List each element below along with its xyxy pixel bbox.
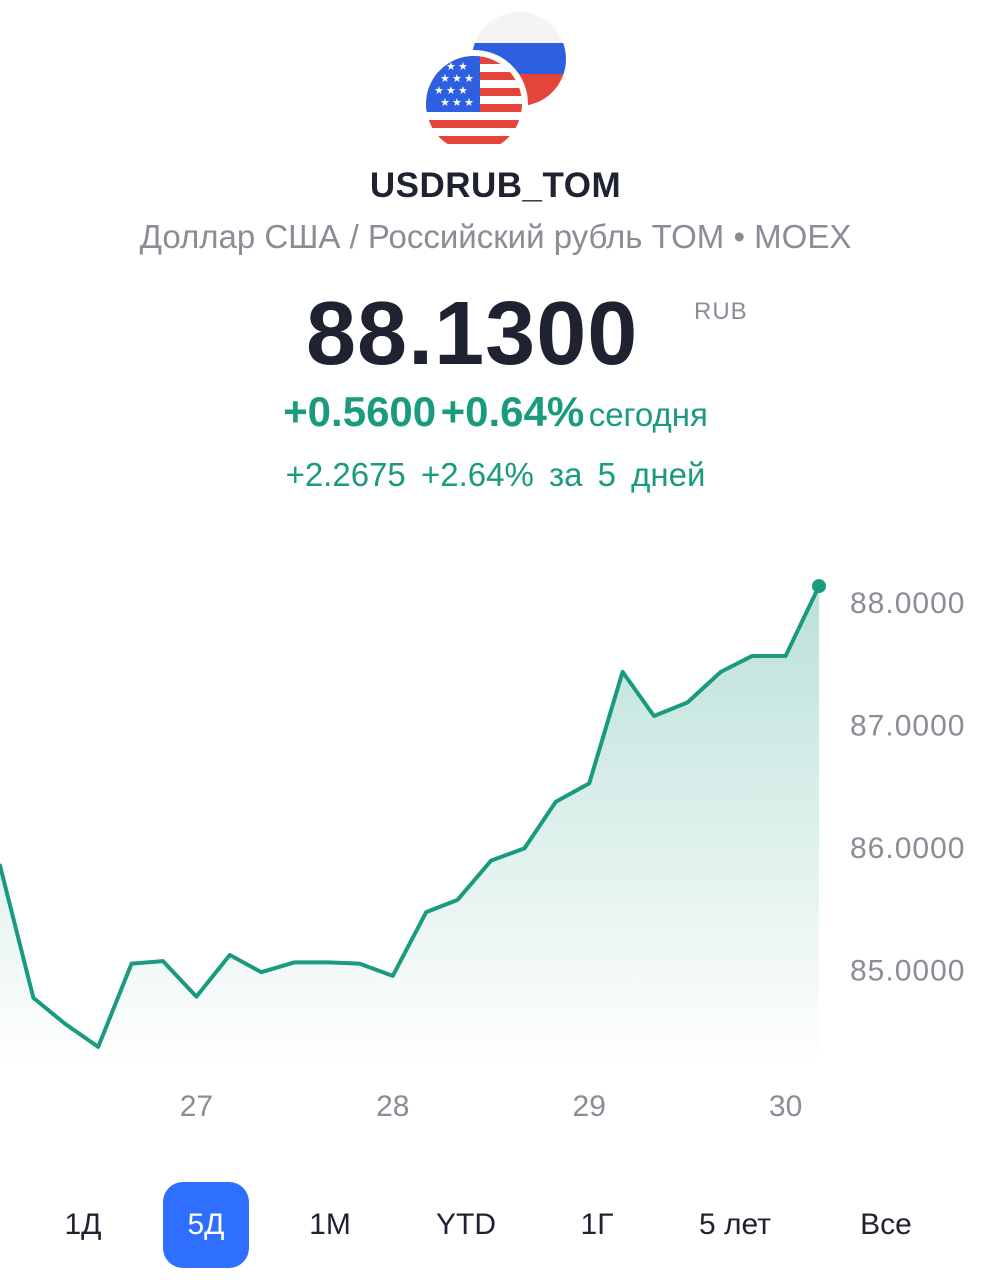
today-label: сегодня	[588, 396, 708, 433]
period-tab[interactable]: 1Г	[580, 1208, 614, 1241]
today-change-abs: +0.5600	[283, 388, 437, 435]
us-flag-icon: ★ ★ ★ ★ ★ ★ ★ ★ ★ ★ ★ ★	[420, 50, 528, 158]
period-tab[interactable]: 1Д	[64, 1208, 102, 1241]
period-tab[interactable]: Все	[860, 1208, 912, 1241]
five-day-change-pct: +2.64%	[420, 456, 534, 493]
ticker-symbol: USDRUB_TOM	[369, 166, 622, 205]
chart-series-line	[0, 584, 821, 1049]
today-change-pct: +0.64%	[440, 388, 585, 435]
svg-text:★: ★	[434, 84, 444, 97]
period-tab[interactable]: 5Д	[163, 1182, 249, 1268]
currency-label: RUB	[694, 298, 748, 325]
five-day-change-abs: +2.2675	[285, 456, 406, 493]
period-selector: 1Д 5Д 1М YTD 1Г 5 лет Все	[0, 1182, 991, 1268]
five-day-change: +2.2675 +2.64% за 5 дней	[0, 456, 991, 494]
chart-area-fill	[0, 586, 819, 1065]
today-change: +0.5600 +0.64% сегодня	[0, 388, 991, 436]
svg-text:★: ★	[464, 96, 474, 109]
price-chart[interactable]: 88.0000 87.0000 86.0000 85.0000 27 28 29 30	[0, 520, 991, 1140]
svg-text:★: ★	[458, 84, 468, 97]
svg-text:★: ★	[452, 96, 462, 109]
instrument-subtitle: Доллар США / Российский рубль TOM • MOEX	[139, 218, 852, 255]
period-tab[interactable]: 1М	[309, 1208, 351, 1241]
chart-xtick-label: 27	[180, 1090, 213, 1123]
chart-xtick-label: 28	[376, 1090, 409, 1123]
svg-text:★: ★	[464, 72, 474, 85]
chart-ytick-label: 85.0000	[850, 955, 965, 988]
svg-text:★: ★	[452, 72, 462, 85]
chart-ytick-label: 86.0000	[850, 832, 965, 865]
svg-text:★: ★	[446, 60, 456, 73]
price-row: 88.1300 RUB	[0, 284, 991, 384]
chart-xtick-label: 29	[573, 1090, 606, 1123]
currency-pair-flags: ★ ★ ★ ★ ★ ★ ★ ★ ★ ★ ★ ★	[420, 12, 566, 158]
chart-xtick-label: 30	[769, 1090, 802, 1123]
svg-text:★: ★	[458, 60, 468, 73]
current-price: 88.1300	[306, 284, 639, 384]
svg-text:★: ★	[440, 72, 450, 85]
svg-text:★: ★	[446, 84, 456, 97]
svg-text:★: ★	[440, 96, 450, 109]
five-day-label: за 5 дней	[548, 456, 706, 493]
period-tab[interactable]: YTD	[436, 1208, 496, 1241]
chart-last-point	[812, 579, 826, 594]
period-tab[interactable]: 5 лет	[699, 1208, 771, 1241]
chart-ytick-label: 87.0000	[850, 710, 965, 743]
chart-ytick-label: 88.0000	[850, 587, 965, 620]
